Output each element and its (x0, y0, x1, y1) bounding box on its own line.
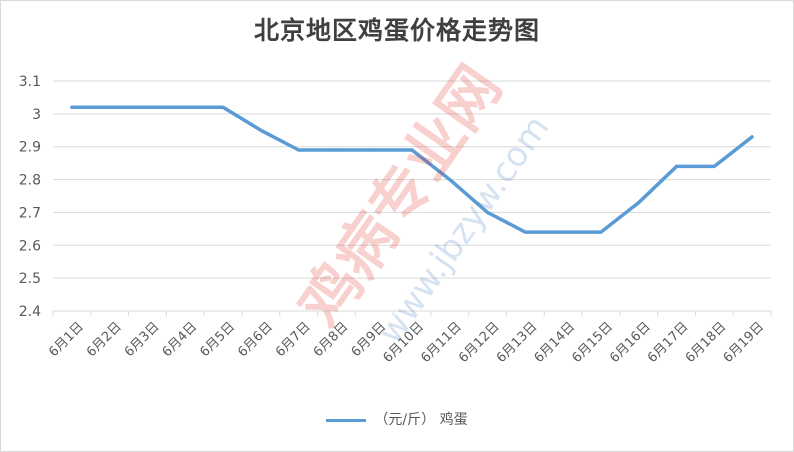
x-tick-label: 6月2日 (84, 319, 125, 360)
series-group (70, 105, 754, 234)
x-tick-label: 6月7日 (273, 319, 314, 360)
data-point (70, 105, 74, 109)
y-tick-label: 2.4 (19, 304, 41, 320)
y-tick-label: 2.7 (19, 205, 41, 221)
data-point (448, 178, 452, 182)
x-tick-label: 6月8日 (311, 319, 352, 360)
data-point (334, 148, 338, 152)
x-tick-label: 6月15日 (569, 319, 616, 366)
x-tick-label: 6月18日 (683, 319, 730, 366)
y-tick-label: 2.8 (19, 173, 41, 189)
data-point (599, 230, 603, 234)
chart-title: 北京地区鸡蛋价格走势图 (253, 16, 540, 45)
x-tick-label: 6月12日 (456, 319, 503, 366)
grid-lines (52, 80, 772, 316)
y-tick-label: 2.9 (19, 140, 41, 156)
series-line (70, 105, 754, 234)
legend-label: （元/斤） 鸡蛋 (374, 412, 468, 428)
y-tick-label: 2.5 (19, 271, 41, 287)
data-point (750, 135, 754, 139)
data-point (221, 105, 225, 109)
x-tick-label: 6月13日 (494, 319, 541, 366)
x-tick-label: 6月16日 (607, 319, 654, 366)
x-tick-label: 6月17日 (645, 319, 692, 366)
x-tick-label: 6月11日 (418, 319, 465, 366)
y-tick-label: 2.6 (19, 238, 41, 254)
data-point (675, 164, 679, 168)
x-tick-label: 6月6日 (235, 319, 276, 360)
legend: （元/斤） 鸡蛋 (1, 409, 793, 429)
data-point (637, 201, 641, 205)
data-point (183, 105, 187, 109)
data-point (486, 210, 490, 214)
x-tick-label: 6月1日 (46, 319, 87, 360)
data-point (712, 164, 716, 168)
x-tick-label: 6月5日 (197, 319, 238, 360)
x-axis-ticks: 6月1日6月2日6月3日6月4日6月5日6月6日6月7日6月8日6月9日6月10… (46, 319, 767, 366)
data-point (561, 230, 565, 234)
data-point (145, 105, 149, 109)
data-point (108, 105, 112, 109)
x-tick-label: 6月10日 (381, 319, 428, 366)
data-point (410, 148, 414, 152)
x-tick-label: 6月19日 (721, 319, 768, 366)
legend-line-swatch (326, 418, 367, 422)
y-tick-label: 3.1 (19, 74, 41, 90)
y-tick-label: 3 (32, 107, 41, 123)
data-point (523, 230, 527, 234)
x-tick-label: 6月14日 (532, 319, 579, 366)
x-tick-label: 6月3日 (122, 319, 163, 360)
data-point (259, 128, 263, 132)
data-point (372, 148, 376, 152)
y-axis-ticks: 2.4 2.5 2.6 2.7 2.8 2.9 3 3.1 (19, 74, 41, 320)
data-point (297, 148, 301, 152)
x-tick-label: 6月4日 (160, 319, 201, 360)
